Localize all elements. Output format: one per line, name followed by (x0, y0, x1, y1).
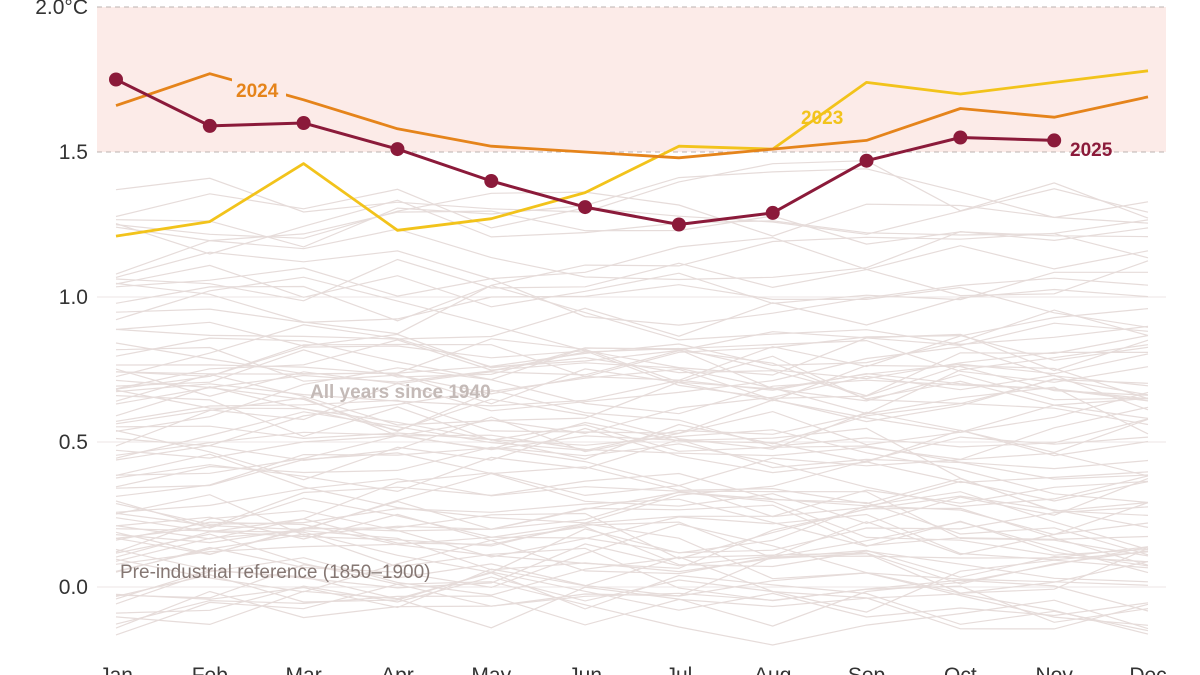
background-year-line (115, 389, 1149, 454)
x-tick-label: Mar (286, 664, 322, 675)
background-year-line (115, 491, 1149, 556)
background-years-lines (115, 160, 1149, 646)
background-year-line (115, 168, 1149, 248)
y-tick-label: 2.0°C (35, 0, 88, 19)
background-year-line (115, 510, 1149, 561)
series-label-2023: 2023 (801, 108, 843, 129)
background-year-line (115, 533, 1149, 612)
background-year-line (115, 210, 1149, 275)
x-tick-label: Jun (568, 664, 602, 675)
series-line-2024 (115, 72, 1149, 160)
series-label-2025: 2025 (1070, 140, 1113, 161)
pre-industrial-reference-label: Pre-industrial reference (1850–1900) (120, 562, 431, 583)
background-year-line (115, 245, 1149, 302)
x-tick-label: Feb (192, 664, 228, 675)
background-year-line (115, 324, 1149, 378)
chart-labels: All years since 1940 Pre-industrial refe… (120, 78, 1113, 583)
background-year-line (115, 288, 1149, 340)
series-label-bg (232, 78, 286, 102)
background-year-line (115, 530, 1149, 594)
background-year-line (115, 443, 1149, 508)
background-year-line (115, 346, 1149, 425)
x-tick-label: Oct (944, 664, 977, 675)
x-tick-label: Apr (381, 664, 414, 675)
x-tick-label: May (471, 664, 511, 675)
background-year-line (115, 472, 1149, 539)
background-year-line (115, 236, 1149, 297)
background-year-line (115, 421, 1149, 484)
background-year-line (115, 472, 1149, 540)
background-year-line (115, 447, 1149, 497)
series-point-2025 (109, 72, 123, 87)
background-year-line (115, 345, 1149, 400)
background-year-line (115, 436, 1149, 524)
background-year-line (115, 284, 1149, 328)
background-year-line (115, 191, 1149, 239)
background-year-line (115, 368, 1149, 432)
y-tick-label: 0.5 (59, 431, 88, 454)
background-year-line (115, 284, 1149, 346)
background-year-line (115, 507, 1149, 566)
background-year-line (115, 478, 1149, 557)
series-point-2025 (765, 205, 780, 220)
series-point-2025 (953, 130, 968, 145)
background-year-line (115, 571, 1149, 618)
x-tick-label: Aug (754, 664, 791, 675)
background-year-line (115, 427, 1149, 512)
series-line-2023 (115, 69, 1149, 238)
background-year-line (115, 367, 1149, 432)
y-tick-label: 0.0 (59, 576, 88, 599)
y-tick-label: 1.5 (59, 141, 88, 164)
all-years-label: All years since 1940 (310, 382, 491, 403)
series-point-2025 (578, 200, 593, 215)
highlight-series-lines (109, 69, 1149, 238)
series-label-2024: 2024 (236, 81, 279, 102)
background-year-line (115, 491, 1149, 556)
background-year-line (115, 337, 1149, 383)
background-year-line (115, 339, 1149, 415)
background-year-line (115, 397, 1149, 462)
background-year-line (115, 160, 1149, 219)
x-tick-label: Sep (848, 664, 885, 675)
series-point-2025 (390, 142, 405, 157)
background-year-line (115, 521, 1149, 589)
series-point-2025 (484, 174, 499, 188)
series-point-2025 (859, 153, 874, 168)
background-year-line (115, 374, 1149, 447)
background-year-line (115, 364, 1149, 405)
background-year-line (115, 593, 1149, 635)
background-year-line (115, 308, 1149, 407)
series-point-2025 (1047, 133, 1062, 148)
background-year-line (115, 250, 1149, 326)
background-year-line (115, 276, 1149, 376)
background-year-line (115, 347, 1149, 389)
background-year-line (115, 581, 1149, 646)
background-year-line (115, 438, 1149, 493)
background-year-line (115, 495, 1149, 569)
series-point-2025 (202, 118, 217, 133)
background-year-line (115, 378, 1149, 460)
background-year-line (115, 264, 1148, 308)
x-tick-label: Jul (665, 664, 692, 675)
background-year-line (115, 518, 1149, 578)
background-year-line (115, 523, 1149, 626)
background-year-line (115, 556, 1149, 613)
background-year-line (115, 452, 1149, 525)
background-year-line (115, 572, 1149, 632)
series-point-2025 (296, 116, 311, 130)
background-year-line (115, 585, 1149, 629)
background-year-line (115, 199, 1149, 259)
background-year-line (115, 219, 1149, 335)
x-tick-label: Dec (1129, 664, 1166, 675)
background-year-line (115, 389, 1149, 461)
background-year-line (115, 406, 1149, 461)
series-point-2025 (671, 217, 686, 232)
x-tick-label: Nov (1036, 664, 1074, 675)
y-tick-label: 1.0 (59, 286, 88, 309)
background-year-line (115, 386, 1149, 459)
background-year-line (115, 546, 1149, 629)
x-tick-label: Jan (99, 664, 133, 675)
